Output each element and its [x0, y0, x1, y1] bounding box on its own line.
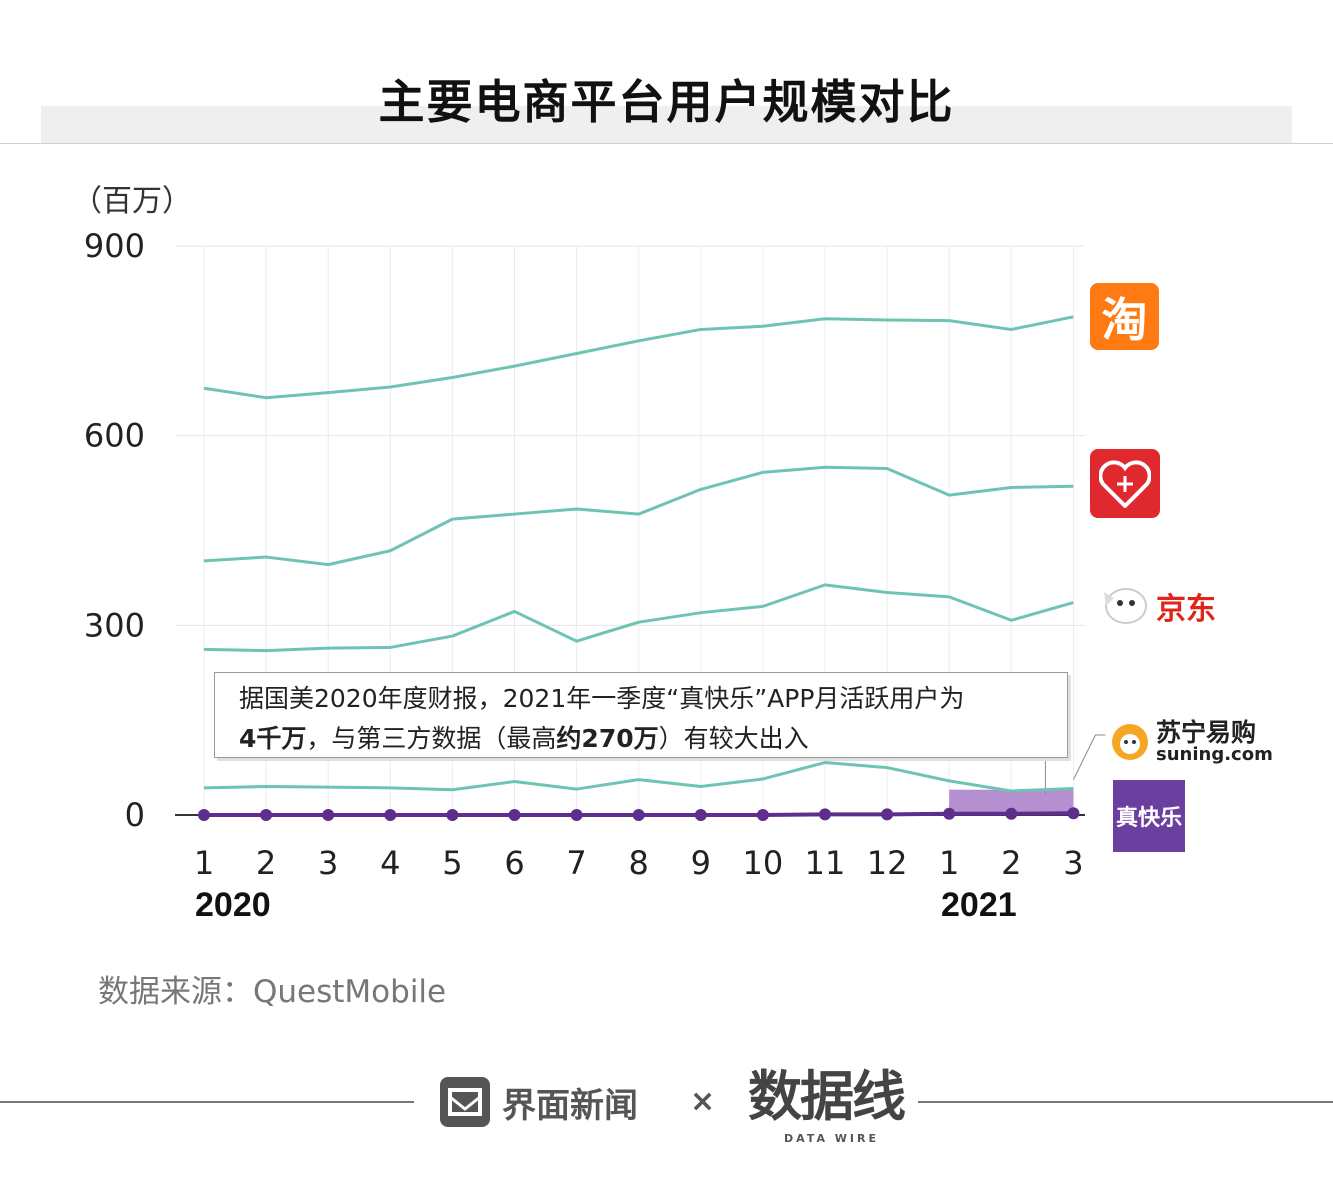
annotation-line-1: 据国美2020年度财报，2021年一季度“真快乐”APP月活跃用户为 [239, 684, 965, 713]
year-label-2021: 2021 [941, 886, 1017, 924]
datawire-logo-en: DATA WIRE [784, 1132, 879, 1145]
x-tick-label: 11 [805, 844, 846, 882]
jiemian-icon [440, 1077, 490, 1127]
data-point [570, 809, 583, 821]
x-tick-label: 7 [566, 844, 586, 882]
data-point [384, 809, 397, 821]
zhenkuaile-logo: 真快乐 [1113, 780, 1185, 852]
data-point [198, 809, 210, 821]
jiemian-brand: 界面新闻 [440, 1077, 638, 1127]
data-point [1067, 807, 1080, 820]
x-tick-label: 8 [629, 844, 649, 882]
x-tick-label: 6 [504, 844, 524, 882]
annotation-box: 据国美2020年度财报，2021年一季度“真快乐”APP月活跃用户为 4千万，与… [214, 672, 1068, 758]
data-point [508, 809, 521, 821]
logo-leader [1072, 734, 1106, 780]
footer-times: × [690, 1084, 716, 1119]
taobao-logo: 淘 [1090, 283, 1159, 350]
x-tick-label: 10 [743, 844, 784, 882]
series-lines [203, 315, 1074, 817]
y-tick-label: 600 [84, 417, 145, 455]
y-tick-label: 900 [84, 227, 145, 265]
data-point [881, 808, 894, 821]
x-tick-label: 3 [318, 844, 338, 882]
x-tick-label: 5 [442, 844, 462, 882]
data-point [943, 807, 956, 820]
title-band [41, 106, 1292, 144]
chart-title: 主要电商平台用户规模对比 [378, 75, 955, 129]
footer-rule-left [0, 1101, 414, 1103]
annotation-mid: ，与第三方数据（最高 [306, 724, 557, 753]
heart-icon [1099, 459, 1151, 508]
jd-dog-icon [1104, 588, 1147, 624]
series-points [198, 807, 1080, 821]
data-point [819, 808, 831, 821]
x-tick-label: 12 [867, 844, 908, 882]
x-tick-label: 1 [194, 844, 214, 882]
suning-logo-en: suning.com [1156, 744, 1273, 765]
series-line-2 [203, 465, 1074, 567]
footer-rule-right [918, 1101, 1333, 1103]
y-axis-ticks: 0 300 600 900 [84, 227, 145, 834]
data-point [694, 809, 707, 821]
pinduoduo-logo [1090, 449, 1160, 518]
data-point [1005, 807, 1018, 820]
suning-logo-cn: 苏宁易购 [1156, 718, 1257, 747]
data-source: 数据来源：QuestMobile [98, 974, 447, 1010]
x-tick-label: 9 [691, 844, 711, 882]
x-axis-ticks: 1 2 3 4 5 6 7 8 9 10 11 12 1 2 3 [194, 844, 1084, 882]
series-line-3 [203, 583, 1074, 653]
y-axis-unit: （百万） [72, 184, 192, 219]
x-tick-label: 2 [256, 844, 276, 882]
suning-logo: 苏宁易购 suning.com [1110, 720, 1273, 764]
x-tick-label: 2 [1001, 844, 1021, 882]
jiemian-brand-text: 界面新闻 [502, 1085, 638, 1126]
data-point [322, 809, 335, 821]
annotation-end: ）有较大出入 [658, 724, 809, 753]
y-tick-label: 300 [84, 606, 145, 644]
datawire-logo: 数据线 DATA WIRE [748, 1052, 906, 1145]
annotation-bold-2: 约270万 [556, 724, 659, 753]
series-line-1 [203, 315, 1074, 400]
annotation-bold-1: 4千万 [239, 724, 307, 753]
datawire-logo-cn: 数据线 [748, 1065, 906, 1128]
x-tick-label: 1 [939, 844, 959, 882]
data-point [756, 809, 769, 821]
title-divider [0, 143, 1333, 144]
suning-lion-icon [1112, 724, 1148, 760]
data-point [632, 809, 645, 821]
y-tick-label: 0 [125, 796, 145, 834]
jd-logo: 京东 [1098, 584, 1216, 628]
x-tick-label: 4 [380, 844, 400, 882]
x-tick-label: 3 [1063, 844, 1083, 882]
annotation-line-2: 4千万，与第三方数据（最高约270万）有较大出入 [239, 719, 1067, 759]
data-point [260, 809, 273, 821]
data-point [446, 809, 459, 821]
year-label-2020: 2020 [195, 886, 271, 924]
jd-logo-text: 京东 [1156, 592, 1216, 627]
series-line-4 [203, 761, 1074, 793]
